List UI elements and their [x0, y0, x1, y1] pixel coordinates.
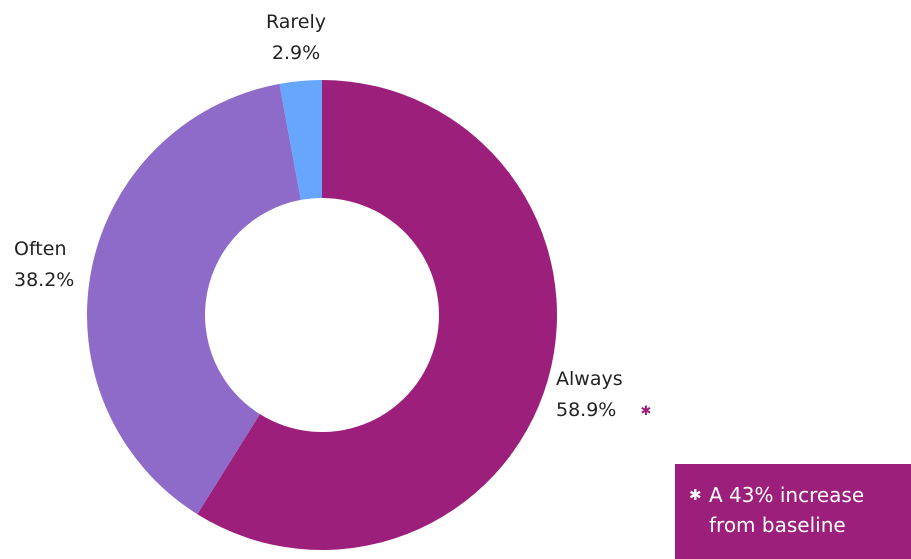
- slice-value-rarely: 2.9%: [272, 42, 320, 64]
- slices: [87, 80, 558, 550]
- labels: Always 58.9% ✱ Often 38.2% Rarely 2.9%: [14, 11, 651, 421]
- slice-rarely: [279, 80, 322, 200]
- slice-often: [87, 83, 301, 515]
- slice-label-always: Always: [556, 368, 623, 390]
- footnote-asterisk-icon: ✱: [641, 404, 652, 419]
- slice-always: [197, 80, 558, 550]
- note-text-line-1: A 43% increase: [709, 483, 865, 507]
- note-line-1: ✱ A 43% increase: [689, 480, 901, 510]
- baseline-note-box: ✱ A 43% increase from baseline: [675, 464, 911, 559]
- slice-value-often: 38.2%: [14, 269, 74, 291]
- note-text-line-2: from baseline: [709, 513, 846, 537]
- slice-label-often: Often: [14, 238, 67, 260]
- slice-label-rarely: Rarely: [266, 11, 326, 33]
- note-asterisk-icon: ✱: [689, 486, 702, 504]
- slice-value-always: 58.9%: [556, 399, 616, 421]
